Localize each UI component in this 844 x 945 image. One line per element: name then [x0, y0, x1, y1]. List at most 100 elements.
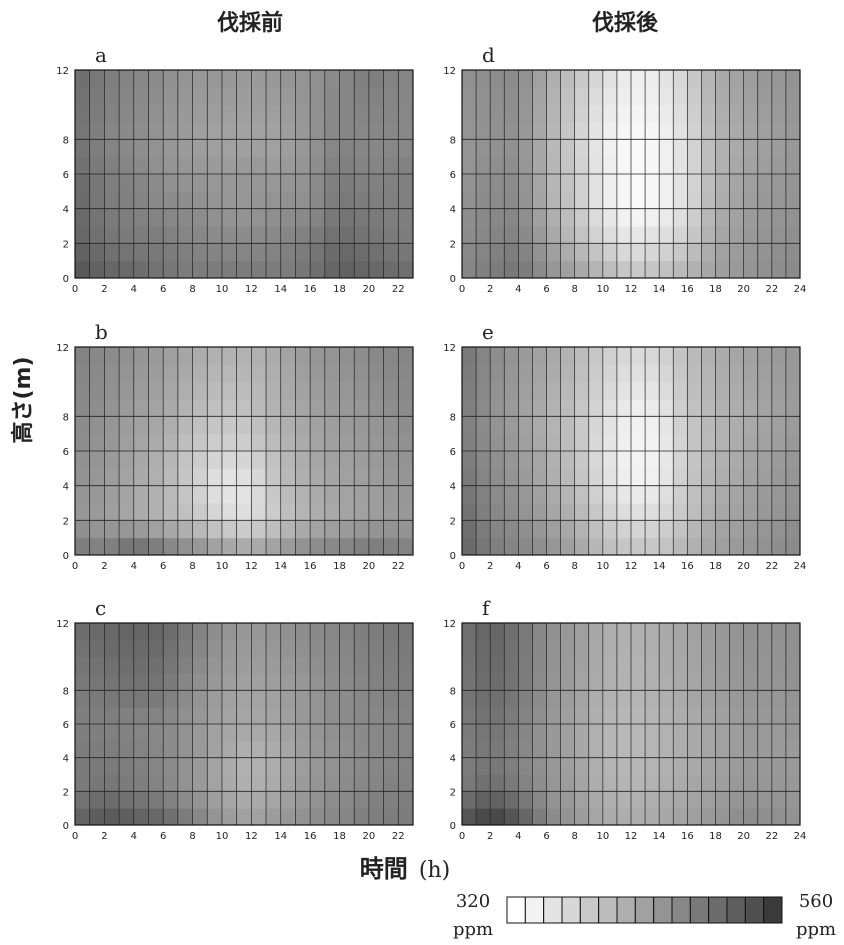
heatmap-cell — [266, 416, 282, 435]
heatmap-cell — [251, 122, 267, 140]
heatmap-cell — [771, 639, 787, 658]
heatmap-cell — [207, 520, 223, 539]
heatmap-cell — [163, 724, 179, 742]
heatmap-cell — [645, 673, 660, 691]
heatmap-cell — [602, 364, 618, 383]
heatmap-cell — [602, 808, 618, 826]
heatmap-cell — [398, 740, 414, 759]
heatmap-cell — [104, 656, 120, 674]
heatmap-cell — [324, 740, 341, 759]
heatmap-cell — [207, 191, 223, 210]
heatmap-cell — [383, 639, 399, 658]
heatmap-cell — [163, 156, 179, 175]
heatmap-cell — [383, 433, 399, 452]
heatmap-cell — [490, 623, 505, 641]
heatmap-cell — [119, 364, 135, 383]
heatmap-cell — [546, 416, 562, 435]
heatmap-cell — [771, 623, 787, 641]
heatmap-cell — [383, 139, 399, 158]
x-axis-title: 時間 (h) — [360, 855, 450, 883]
heatmap-cell — [221, 174, 238, 192]
heatmap-cell — [354, 791, 370, 809]
heatmap-cell — [368, 174, 385, 192]
heatmap-cell — [701, 433, 716, 452]
x-tick-label: 4 — [515, 831, 521, 842]
heatmap-cell — [339, 485, 355, 504]
heatmap-cell — [476, 639, 491, 658]
heatmap-cell — [310, 381, 326, 400]
x-tick-label: 0 — [72, 284, 78, 295]
heatmap-cell — [324, 451, 341, 469]
y-tick-label: 12 — [443, 619, 456, 630]
heatmap-cell — [631, 381, 646, 400]
heatmap-cell — [476, 791, 491, 809]
heatmap-cell — [574, 260, 590, 279]
heatmap-cell — [280, 740, 296, 759]
heatmap-cell — [673, 485, 688, 504]
heatmap-cell — [532, 156, 547, 175]
heatmap-cell — [89, 416, 105, 435]
heatmap-cell — [266, 70, 282, 88]
heatmap-cell — [339, 399, 355, 417]
heatmap-cell — [729, 70, 745, 88]
heatmap-cell — [221, 520, 238, 539]
heatmap-cell — [701, 139, 716, 158]
heatmap-cell — [673, 364, 688, 383]
heatmap-cell — [602, 639, 618, 658]
heatmap-cell — [729, 690, 745, 708]
heatmap-cell — [148, 433, 164, 452]
colorbar-max-unit: ppm — [796, 919, 836, 940]
heatmap-cell — [673, 774, 688, 792]
heatmap-cell — [104, 757, 120, 775]
heatmap-cell — [192, 740, 208, 759]
y-tick-label: 4 — [63, 482, 69, 493]
heatmap-cell — [104, 381, 120, 400]
heatmap-cell — [163, 673, 179, 691]
heatmap-cell — [251, 485, 267, 504]
heatmap-cell — [324, 791, 341, 809]
heatmap-cell — [383, 451, 399, 469]
heatmap-cell — [574, 537, 590, 556]
heatmap-cell — [757, 381, 773, 400]
heatmap-cell — [616, 520, 632, 539]
heatmap-cell — [532, 347, 547, 365]
heatmap-cell — [476, 139, 491, 158]
heatmap-cell — [192, 139, 208, 158]
heatmap-cell — [771, 537, 787, 556]
heatmap-cell — [546, 503, 562, 521]
heatmap-cell — [504, 520, 519, 539]
heatmap-cell — [588, 399, 604, 417]
heatmap-cell — [119, 451, 135, 469]
heatmap-cell — [560, 156, 576, 175]
heatmap-cell — [133, 468, 149, 487]
heatmap-cell — [104, 208, 120, 227]
heatmap-cell — [354, 485, 370, 504]
heatmap-cell — [673, 122, 688, 140]
heatmap-cell — [785, 791, 801, 809]
heatmap-cell — [119, 791, 135, 809]
heatmap-cell — [532, 381, 547, 400]
heatmap-cell — [476, 451, 491, 469]
heatmap-cell — [207, 260, 223, 279]
heatmap-cell — [476, 485, 491, 504]
heatmap-cell — [133, 208, 149, 227]
heatmap-cell — [324, 690, 341, 708]
heatmap-cell — [687, 416, 702, 435]
heatmap-cell — [310, 774, 326, 792]
heatmap-cell — [757, 707, 773, 725]
heatmap-cell — [757, 191, 773, 210]
heatmap-cell — [177, 226, 194, 244]
heatmap-cell — [490, 226, 505, 244]
heatmap-cell — [236, 503, 252, 521]
heatmap-cell — [715, 740, 731, 759]
heatmap-cell — [588, 139, 604, 158]
heatmap-cell — [310, 260, 326, 279]
heatmap-cell — [163, 70, 179, 88]
heatmap-cell — [295, 808, 311, 826]
heatmap-cell — [602, 690, 618, 708]
heatmap-cell — [104, 399, 120, 417]
heatmap-cell — [560, 451, 576, 469]
heatmap-cell — [163, 451, 179, 469]
heatmap-cell — [266, 468, 282, 487]
heatmap-cell — [462, 740, 477, 759]
